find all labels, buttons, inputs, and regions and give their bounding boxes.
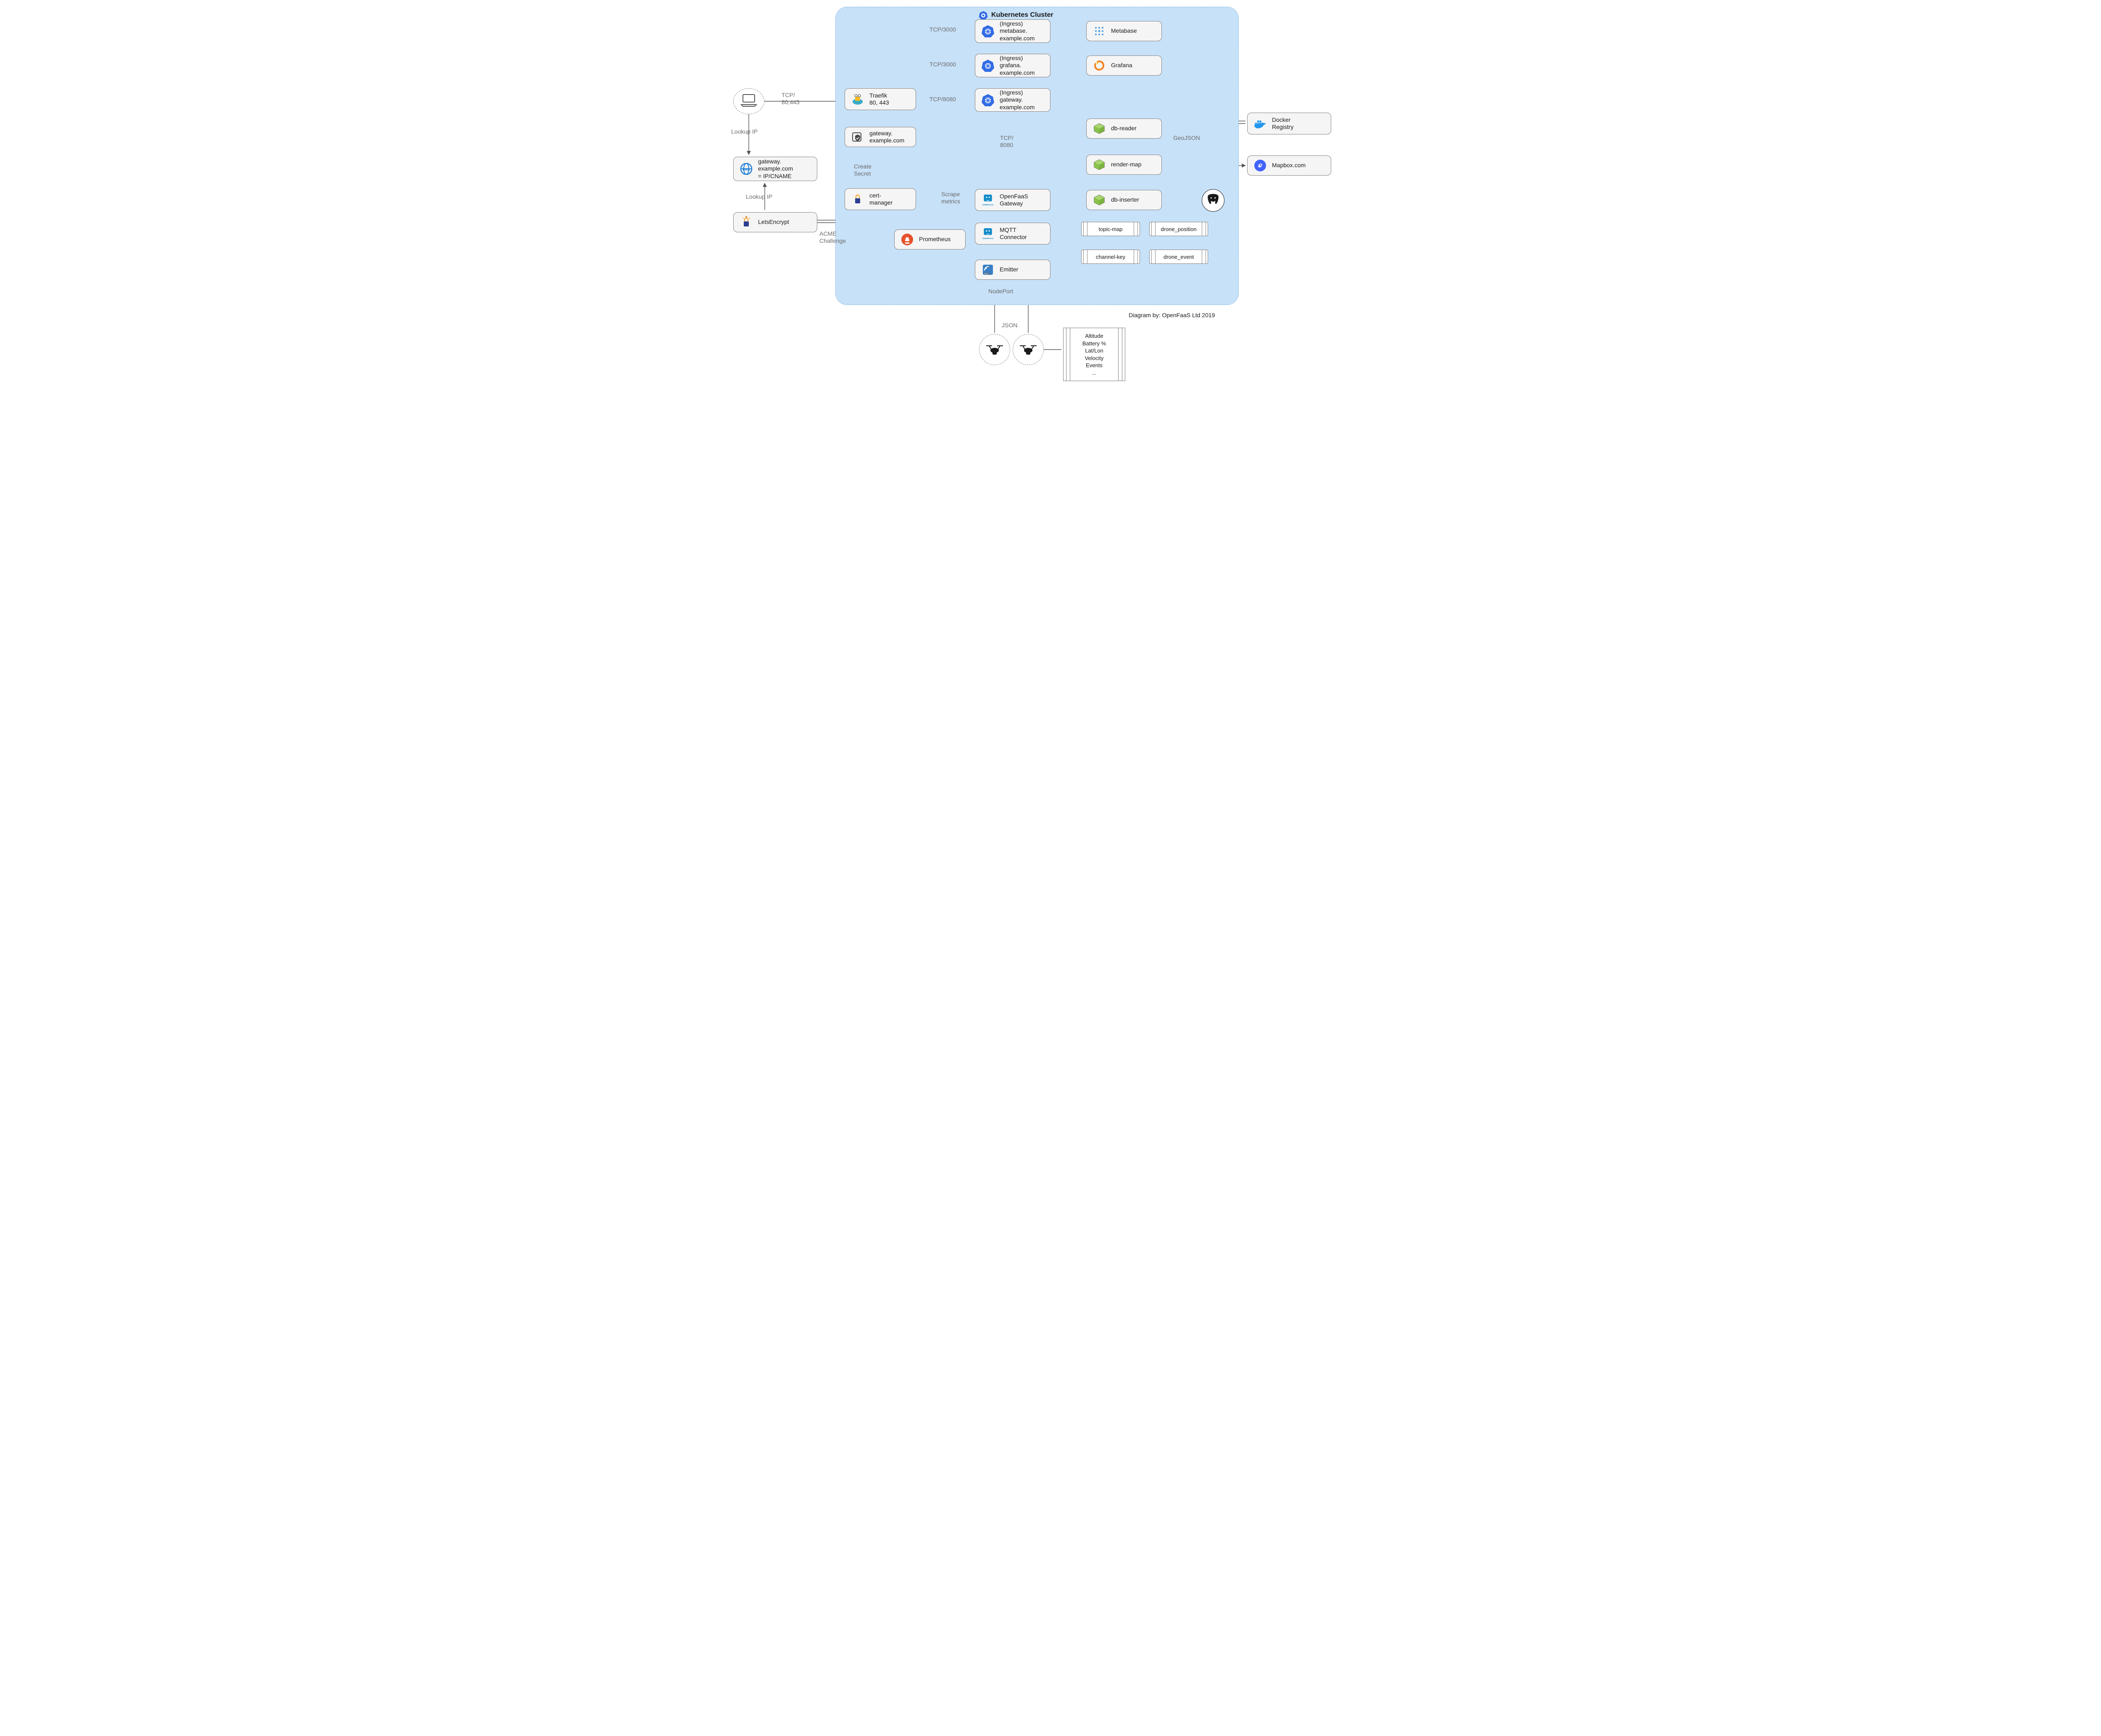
openfaas-gateway: OPENFAAS OpenFaaS Gateway [975,189,1050,211]
prometheus-icon [900,232,915,247]
drone-2 [1013,334,1044,365]
docker-registry: Docker Registry [1247,113,1331,134]
ingress-metabase: (Ingress) metabase. example.com [975,19,1050,43]
svg-text:OPENFAAS: OPENFAAS [982,204,994,206]
metabase-label: Metabase [1111,27,1137,35]
svg-text:MQTT: MQTT [984,273,990,275]
fn-db-inserter: db-inserter [1086,190,1162,210]
drone-icon [1019,343,1037,356]
label-createsecret: Create Secret [854,163,871,177]
metabase-icon [1092,24,1107,39]
ingress-metabase-label: (Ingress) metabase. example.com [1000,20,1035,42]
kubernetes-icon [980,58,995,73]
metabase: Metabase [1086,21,1162,41]
cube-icon [1092,121,1107,136]
openfaas-icon: OPENFAAS [980,226,995,241]
drone-icon [985,343,1004,356]
label-lookup1: Lookup IP [731,128,758,135]
dns-icon: DNS [739,161,754,176]
cluster-title-text: Kubernetes Cluster [991,11,1053,19]
cert-manager: cert- manager [845,188,916,210]
kubernetes-icon [979,11,988,20]
ingress-grafana-label: (Ingress) grafana. example.com [1000,55,1035,77]
emitter-label: Emitter [1000,266,1018,274]
letsencrypt-icon [739,215,754,230]
tls-secret-label: gateway. example.com [869,130,904,145]
label-tcp3000b: TCP/3000 [929,61,956,68]
mqtt-connector-label: MQTT Connector [1000,226,1027,241]
secret-channel-key: channel-key [1081,250,1140,264]
mqtt-connector: OPENFAAS MQTT Connector [975,223,1050,245]
label-lookup2: Lookup IP [746,193,772,200]
grafana: Grafana [1086,55,1162,76]
mapbox-label: Mapbox.com [1272,162,1306,169]
traefik-label: Traefik 80, 443 [869,92,889,107]
drone-1 [979,334,1010,365]
label-nodeport: NodePort [988,288,1013,295]
cube-icon [1092,157,1107,172]
mapbox: Mapbox.com [1247,155,1331,176]
dns-record-label: gateway. example.com = IP/CNAME [758,158,793,180]
letsencrypt: LetsEncrypt [733,212,817,232]
tls-secret: gateway. example.com [845,127,916,147]
docker-icon [1253,116,1268,131]
table-drone-position: drone_position [1149,222,1208,236]
openfaas-icon: OPENFAAS [980,192,995,208]
laptop-icon [740,94,757,109]
prometheus-label: Prometheus [919,236,950,243]
letsencrypt-label: LetsEncrypt [758,218,789,226]
grafana-icon [1092,58,1107,73]
prometheus: Prometheus [894,229,966,250]
ingress-gateway: (Ingress) gateway. example.com [975,88,1050,112]
dns-record: DNS gateway. example.com = IP/CNAME [733,157,817,181]
svg-text:DNS: DNS [743,168,750,171]
table-drone-event: drone_event [1149,250,1208,264]
fn-db-inserter-label: db-inserter [1111,196,1139,204]
emitter: MQTT Emitter [975,260,1050,280]
label-tcp3000a: TCP/3000 [929,26,956,33]
secret-topic-map: topic-map [1081,222,1140,236]
ingress-gateway-label: (Ingress) gateway. example.com [1000,89,1035,111]
cube-icon [1092,192,1107,208]
label-tcp80: TCP/ 80,443 [782,92,800,106]
label-geojson: GeoJSON [1173,134,1200,142]
client-laptop [733,88,764,114]
openfaas-gateway-label: OpenFaaS Gateway [1000,193,1028,208]
label-acme: ACME Challenge [819,230,846,245]
mqtt-icon: MQTT [980,262,995,277]
label-credit: Diagram by: OpenFaaS Ltd 2019 [1129,312,1215,319]
kubernetes-icon [980,24,995,39]
cert-manager-label: cert- manager [869,192,893,207]
fn-db-reader: db-reader [1086,118,1162,139]
mapbox-icon [1253,158,1268,173]
fn-render-map-label: render-map [1111,161,1141,168]
label-scrape: Scrape metrics [941,191,960,205]
grafana-label: Grafana [1111,62,1132,69]
traefik: Traefik 80, 443 [845,88,916,110]
svg-text:OPENFAAS: OPENFAAS [982,237,994,240]
fn-db-reader-label: db-reader [1111,125,1137,132]
ingress-grafana: (Ingress) grafana. example.com [975,54,1050,77]
traefik-icon [850,92,865,107]
kubernetes-icon [980,92,995,108]
fn-render-map: render-map [1086,155,1162,175]
drone-payload: AltitudeBattery %Lat/LonVelocityEvents..… [1063,328,1125,381]
letsencrypt-icon [850,192,865,207]
label-tcp8080b: TCP/ 8080 [1000,134,1014,149]
docker-registry-label: Docker Registry [1272,116,1293,131]
cluster-title: Kubernetes Cluster [979,11,1053,20]
label-json: JSON [1002,322,1017,329]
label-tcp8080a: TCP/8080 [929,96,956,103]
secret-icon [850,129,865,145]
postgres [1202,189,1224,212]
postgres-icon [1205,192,1221,208]
